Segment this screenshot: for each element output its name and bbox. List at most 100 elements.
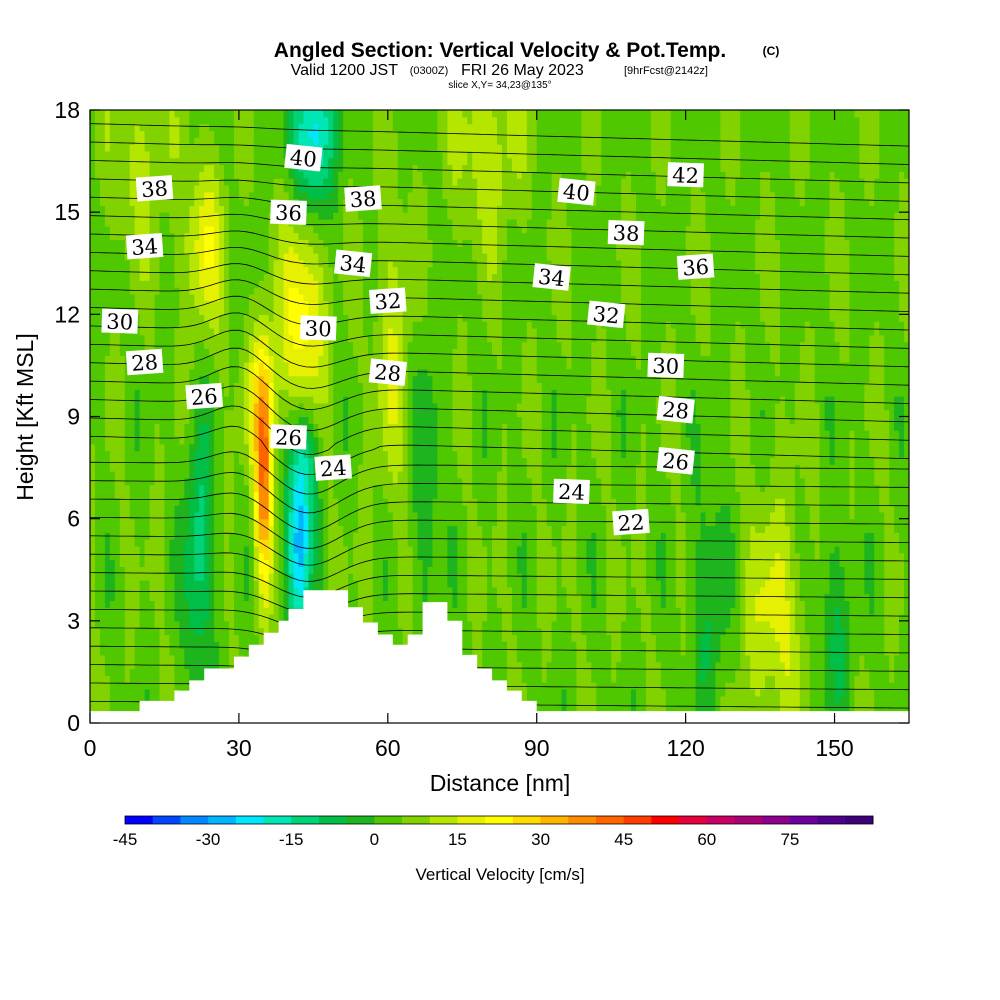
velocity-cell xyxy=(710,559,717,567)
velocity-cell xyxy=(511,518,518,527)
velocity-cell xyxy=(675,525,682,533)
velocity-cell xyxy=(526,648,533,656)
velocity-cell xyxy=(854,702,860,710)
velocity-cell xyxy=(640,648,647,656)
velocity-cell xyxy=(844,552,851,561)
velocity-cell xyxy=(621,566,627,574)
velocity-cell xyxy=(258,614,265,622)
velocity-cell xyxy=(715,600,721,608)
velocity-cell xyxy=(899,695,905,704)
velocity-cell xyxy=(789,654,796,663)
velocity-cell xyxy=(219,559,225,567)
velocity-cell xyxy=(730,688,736,697)
velocity-cell xyxy=(328,579,334,588)
velocity-cell xyxy=(844,654,851,663)
velocity-cell xyxy=(457,586,463,595)
velocity-cell xyxy=(561,641,568,649)
velocity-cell xyxy=(104,539,111,547)
velocity-cell xyxy=(159,627,166,636)
velocity-cell xyxy=(387,579,394,588)
velocity-cell xyxy=(695,654,702,663)
velocity-cell xyxy=(184,566,190,574)
velocity-cell xyxy=(392,545,399,554)
velocity-cell xyxy=(879,518,885,527)
velocity-cell xyxy=(169,620,175,629)
velocity-cell xyxy=(159,525,166,533)
velocity-cell xyxy=(904,566,909,574)
velocity-cell xyxy=(90,511,96,520)
velocity-cell xyxy=(745,620,751,629)
velocity-cell xyxy=(884,641,890,649)
velocity-cell xyxy=(397,614,404,622)
velocity-cell xyxy=(889,614,895,622)
velocity-cell xyxy=(899,648,905,656)
velocity-cell xyxy=(655,573,662,581)
velocity-cell xyxy=(894,559,900,567)
velocity-cell xyxy=(884,682,890,690)
velocity-cell xyxy=(169,648,175,656)
velocity-cell xyxy=(194,559,200,567)
velocity-cell xyxy=(99,607,106,615)
velocity-cell xyxy=(636,641,642,649)
velocity-cell xyxy=(457,593,463,601)
velocity-cell xyxy=(99,525,106,533)
velocity-cell xyxy=(516,559,523,567)
velocity-cell xyxy=(298,566,305,574)
velocity-cell xyxy=(650,552,657,561)
velocity-cell xyxy=(631,614,637,622)
velocity-cell xyxy=(889,648,895,656)
velocity-cell xyxy=(382,532,389,540)
velocity-cell xyxy=(779,614,786,622)
velocity-cell xyxy=(551,668,558,676)
velocity-cell xyxy=(720,600,726,608)
velocity-cell xyxy=(109,539,116,547)
velocity-cell xyxy=(779,682,786,690)
velocity-cell xyxy=(432,586,439,595)
velocity-cell xyxy=(606,559,612,567)
velocity-cell xyxy=(879,573,885,581)
velocity-cell xyxy=(159,586,166,595)
velocity-cell xyxy=(591,620,597,629)
velocity-cell xyxy=(204,614,210,622)
velocity-cell xyxy=(779,688,786,697)
velocity-cell xyxy=(611,620,617,629)
velocity-cell xyxy=(427,579,434,588)
velocity-cell xyxy=(774,525,781,533)
velocity-cell xyxy=(809,607,816,615)
velocity-cell xyxy=(531,688,538,697)
velocity-cell xyxy=(606,627,612,636)
velocity-cell xyxy=(640,545,647,554)
velocity-cell xyxy=(879,614,885,622)
velocity-cell xyxy=(750,593,756,601)
velocity-cell xyxy=(581,702,587,710)
velocity-cell xyxy=(303,518,309,527)
velocity-cell xyxy=(293,586,300,595)
velocity-cell xyxy=(740,641,746,649)
velocity-cell xyxy=(492,518,498,527)
velocity-cell xyxy=(864,552,870,561)
velocity-cell xyxy=(774,627,781,636)
velocity-cell xyxy=(238,579,245,588)
velocity-cell xyxy=(665,620,672,629)
velocity-cell xyxy=(238,607,245,615)
velocity-cell xyxy=(730,641,736,649)
velocity-cell xyxy=(596,682,602,690)
velocity-cell xyxy=(189,641,195,649)
velocity-cell xyxy=(219,525,225,533)
velocity-cell xyxy=(536,668,543,676)
velocity-cell xyxy=(298,559,305,567)
velocity-cell xyxy=(139,579,146,588)
velocity-cell xyxy=(492,552,498,561)
velocity-cell xyxy=(750,518,756,527)
velocity-cell xyxy=(710,688,717,697)
velocity-cell xyxy=(740,525,746,533)
velocity-cell xyxy=(536,579,543,588)
velocity-cell xyxy=(303,573,309,581)
velocity-cell xyxy=(348,552,354,561)
velocity-cell xyxy=(799,600,806,608)
velocity-cell xyxy=(869,566,875,574)
velocity-cell xyxy=(586,648,592,656)
velocity-cell xyxy=(725,661,731,670)
velocity-cell xyxy=(526,661,533,670)
velocity-cell xyxy=(809,545,816,554)
